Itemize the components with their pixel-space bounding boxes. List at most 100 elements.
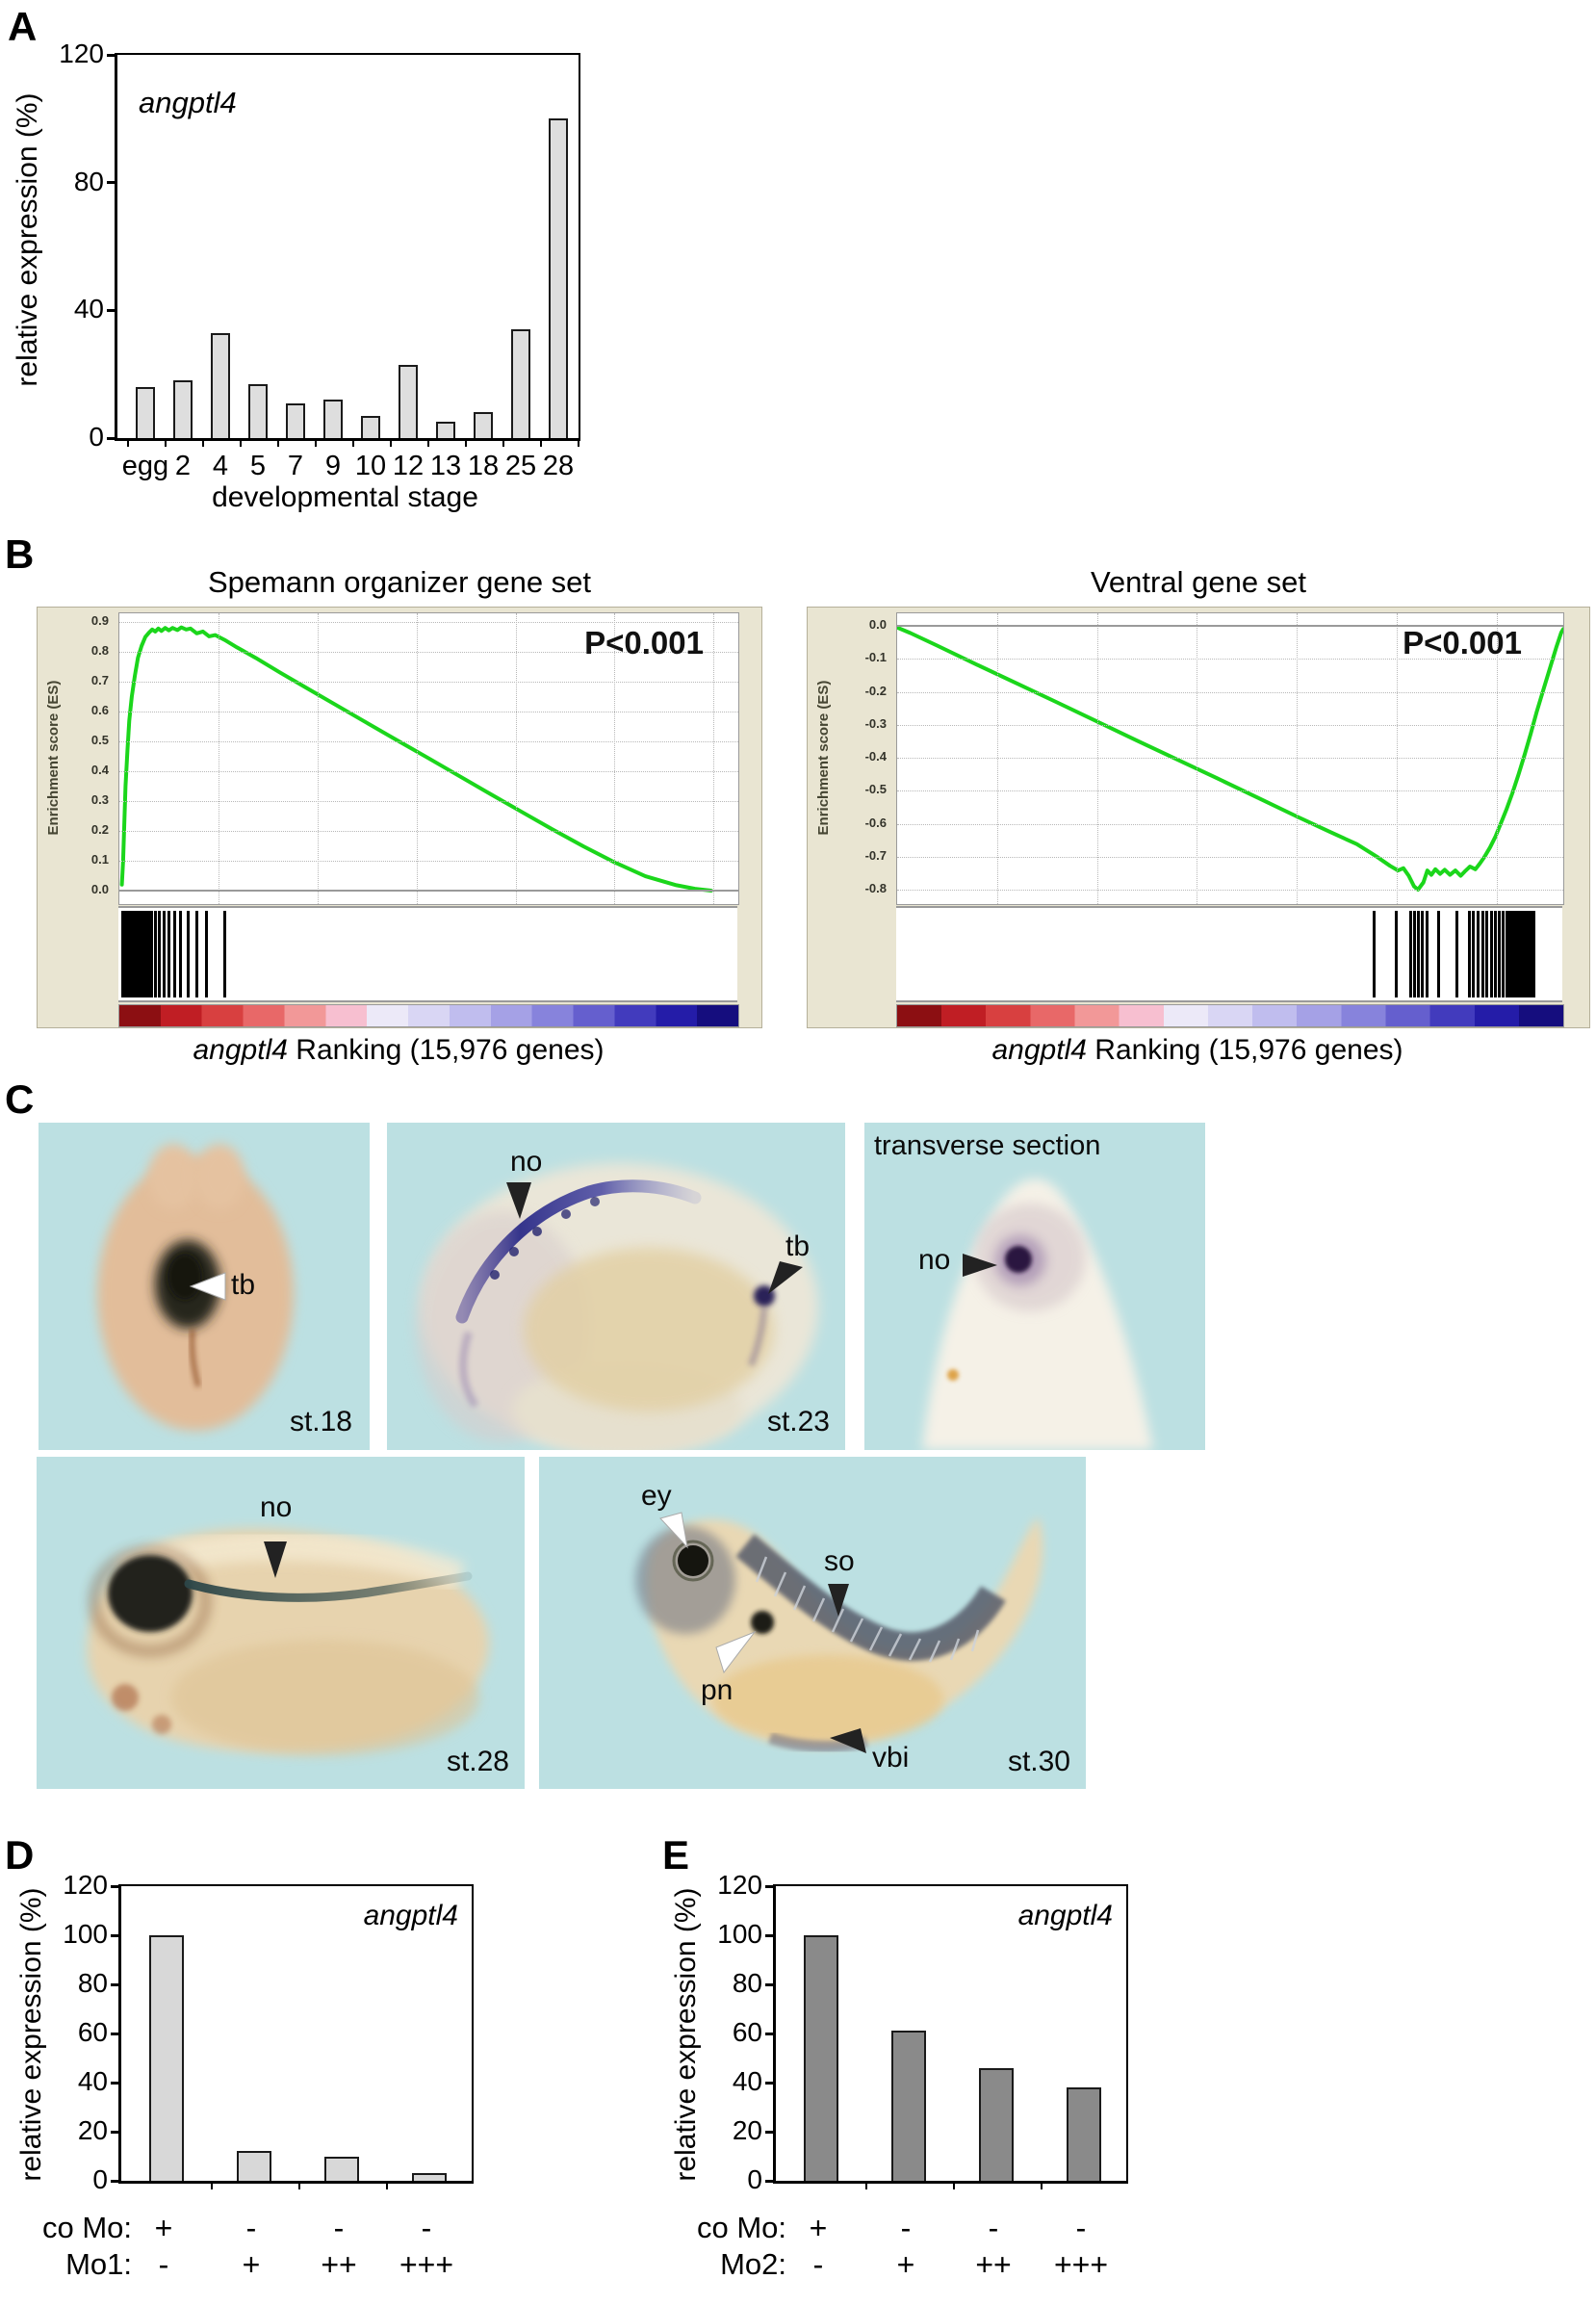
annotation-tb: tb (785, 1230, 811, 1262)
panel-a-bar-chart: angptl4 120 80 40 0 egg 2 4 5 7 9 10 12 13 18 25 28 (59, 39, 580, 481)
es-tick-label: -0.5 (864, 782, 887, 797)
gsea-right-hit-barcode (896, 906, 1562, 1002)
es-tick-label: -0.8 (864, 881, 887, 895)
gridline (1297, 613, 1299, 904)
x-tick-mark (385, 2181, 388, 2189)
panel-e-row-mo2-values: - + ++ +++ (773, 2245, 1123, 2284)
gene-hit-tick (1412, 911, 1416, 997)
no-arrowhead-icon (963, 1254, 997, 1277)
gene-hit-tick (1506, 911, 1509, 997)
y-tick-label: 0 (89, 422, 104, 452)
panel-d-row-comoname: co Mo: (41, 2211, 132, 2244)
gsea-right-title: Ventral gene set (1090, 565, 1307, 599)
gridline (1096, 613, 1098, 904)
es-tick-label: 0.3 (90, 792, 109, 807)
x-tick-mark (297, 2181, 300, 2189)
gsea-left-curve (119, 625, 713, 893)
gene-hit-tick (1507, 911, 1511, 997)
gsea-right-pvalue: P<0.001 (1403, 625, 1522, 660)
bar-4 (211, 332, 230, 438)
annotation-ey: ey (641, 1480, 672, 1512)
embryo-image-st30: ey pn so vbi st.30 (539, 1457, 1086, 1789)
gridline (119, 682, 738, 683)
gsea-right-ranking-gradient (896, 1004, 1564, 1027)
panel-c-label: C (5, 1076, 35, 1122)
x-tick-mark (276, 438, 279, 447)
panel-a-y-axis-title: relative expression (%) (12, 92, 43, 387)
es-tick-label: -0.6 (864, 815, 887, 830)
condition-symbol: ++ (975, 2247, 1012, 2282)
y-tick-label: 60 (77, 2017, 108, 2047)
x-tick-mark (164, 438, 167, 447)
y-tick-label: 80 (732, 1968, 762, 1998)
gsea-right-tick-labels: 0.0 -0.1 -0.2 -0.3 -0.4 -0.5 -0.6 -0.7 -0.8 (808, 612, 892, 903)
gridline (119, 741, 738, 742)
gene-hit-tick (150, 911, 154, 997)
x-tick-mark (952, 2181, 955, 2189)
ey-arrowhead-icon (659, 1512, 688, 1549)
annotation-tb: tb (231, 1269, 256, 1301)
y-tick-mark (107, 181, 116, 185)
condition-symbol: - (900, 2211, 912, 2245)
condition-symbol: ++ (321, 2247, 357, 2282)
condition-symbol: +++ (399, 2247, 454, 2282)
gene-hit-tick (1485, 911, 1489, 997)
y-tick-mark (765, 2179, 775, 2183)
gene-hit-tick (172, 911, 176, 997)
es-tick-label: 0.6 (90, 703, 109, 717)
gsea-right-caption-text: Ranking (15,976 genes) (1086, 1034, 1403, 1066)
y-tick-label: 100 (63, 1919, 108, 1949)
tb-arrowhead-icon (189, 1272, 226, 1301)
gene-hit-tick (1489, 911, 1493, 997)
gene-hit-tick (1408, 911, 1412, 997)
y-tick-label: 0 (92, 2164, 108, 2194)
so-arrowhead-icon (828, 1584, 849, 1617)
condition-symbol: + (896, 2247, 915, 2282)
es-tick-label: 0.9 (90, 613, 109, 628)
gene-hit-tick (162, 911, 166, 997)
x-category-label: 2 (174, 451, 192, 481)
gridline (119, 622, 738, 623)
bar-18 (474, 412, 493, 438)
y-tick-mark (111, 2032, 120, 2035)
gene-hit-tick (132, 911, 136, 997)
condition-symbol: - (988, 2211, 999, 2245)
y-tick-mark (107, 436, 116, 440)
annotation-so: so (824, 1545, 855, 1577)
condition-symbol: - (421, 2211, 432, 2245)
bar-13 (436, 422, 455, 438)
y-tick-label: 120 (717, 1870, 762, 1900)
panel-d-row-mo1-values: - + ++ +++ (118, 2245, 469, 2284)
gsea-left-caption-text: Ranking (15,976 genes) (287, 1034, 605, 1066)
annotation-pn: pn (701, 1674, 734, 1706)
es-tick-label: 0.0 (868, 617, 887, 632)
gene-hit-tick (1476, 911, 1480, 997)
condition-symbol: + (242, 2247, 261, 2282)
y-tick-mark (765, 1933, 775, 1937)
gene-hit-tick (120, 911, 124, 997)
x-tick-mark (426, 438, 429, 447)
panel-d-gene-label: angptl4 (363, 1900, 458, 1931)
y-tick-label: 20 (77, 2115, 108, 2145)
x-tick-mark (126, 438, 129, 447)
stage-label-st23: st.23 (766, 1406, 830, 1437)
es-tick-label: 0.0 (90, 882, 109, 896)
gene-hit-tick (205, 911, 209, 997)
x-category-label: 12 (392, 451, 425, 481)
vbi-arrowhead-icon (830, 1728, 866, 1753)
y-tick-label: 40 (732, 2066, 762, 2096)
annotation-no: no (510, 1146, 543, 1178)
gene-hit-tick (1524, 911, 1528, 997)
pn-arrowhead-icon (715, 1630, 757, 1674)
bar-28 (549, 118, 568, 438)
gsea-right-curve (897, 625, 1563, 892)
es-tick-label: 0.5 (90, 733, 109, 747)
transverse-section-title: transverse section (874, 1130, 1101, 1161)
x-tick-mark (577, 438, 579, 447)
panel-a-label: A (8, 4, 38, 49)
gsea-left-caption: angptl4 Ranking (15,976 genes) (37, 1034, 760, 1067)
gsea-left-tick-labels: 0.9 0.8 0.7 0.6 0.5 0.4 0.3 0.2 0.1 0.0 (38, 612, 115, 903)
y-tick-mark (765, 2130, 775, 2134)
es-tick-label: 0.8 (90, 643, 109, 658)
gene-hit-tick (1471, 911, 1475, 997)
